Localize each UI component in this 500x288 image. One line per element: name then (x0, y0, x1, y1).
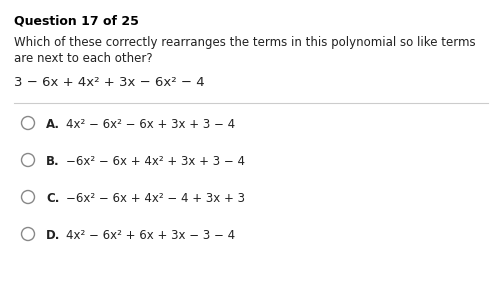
Text: −6x² − 6x + 4x² + 3x + 3 − 4: −6x² − 6x + 4x² + 3x + 3 − 4 (66, 155, 245, 168)
Text: Which of these correctly rearranges the terms in this polynomial so like terms: Which of these correctly rearranges the … (14, 36, 475, 49)
Text: are next to each other?: are next to each other? (14, 52, 152, 65)
Text: Question 17 of 25: Question 17 of 25 (14, 14, 139, 27)
Text: B.: B. (46, 155, 60, 168)
Text: D.: D. (46, 229, 60, 242)
Text: 4x² − 6x² + 6x + 3x − 3 − 4: 4x² − 6x² + 6x + 3x − 3 − 4 (66, 229, 235, 242)
Text: 4x² − 6x² − 6x + 3x + 3 − 4: 4x² − 6x² − 6x + 3x + 3 − 4 (66, 118, 235, 131)
Text: −6x² − 6x + 4x² − 4 + 3x + 3: −6x² − 6x + 4x² − 4 + 3x + 3 (66, 192, 245, 205)
Text: 3 − 6x + 4x² + 3x − 6x² − 4: 3 − 6x + 4x² + 3x − 6x² − 4 (14, 76, 204, 89)
Text: A.: A. (46, 118, 60, 131)
Text: C.: C. (46, 192, 60, 205)
